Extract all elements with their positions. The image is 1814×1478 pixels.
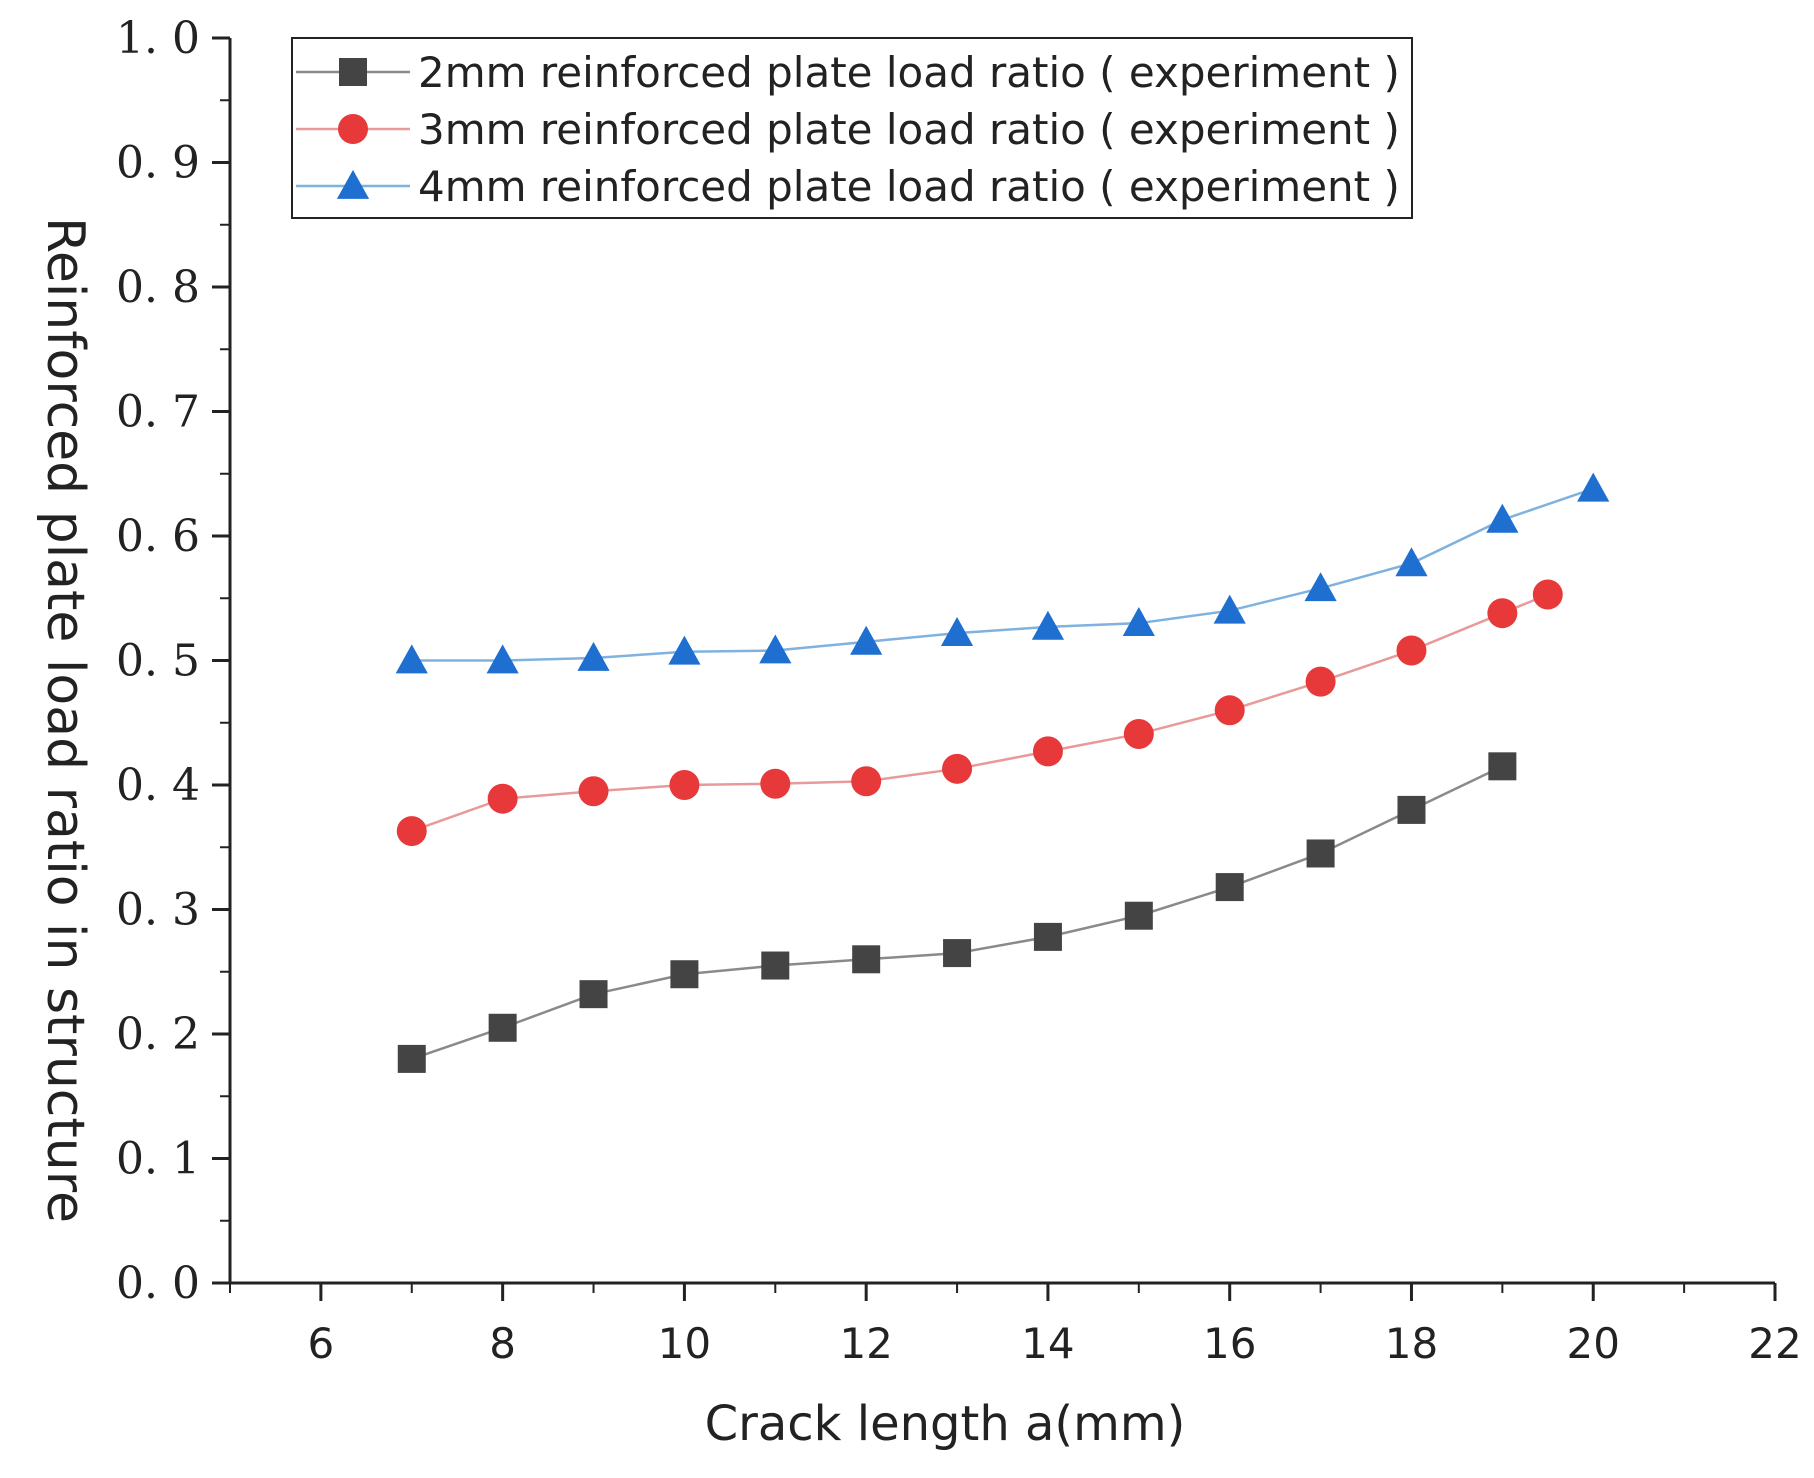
x-tick-label: 8 [489, 1319, 516, 1368]
data-point [1397, 795, 1426, 824]
legend-marker [336, 169, 370, 199]
x-tick-label: 16 [1203, 1319, 1256, 1368]
y-tick-label: 0. 2 [116, 1009, 200, 1060]
data-point [397, 1044, 426, 1073]
legend: 2mm reinforced plate load ratio ( experi… [291, 37, 1413, 219]
legend-marker [338, 114, 368, 144]
y-tick-label: 0. 3 [116, 885, 200, 936]
data-point [1213, 594, 1246, 624]
data-point [760, 768, 791, 799]
y-tick-label: 0. 7 [116, 387, 200, 438]
legend-item-3: 4mm reinforced plate load ratio ( experi… [296, 162, 1400, 211]
x-tick-label: 20 [1567, 1319, 1620, 1368]
data-point [1487, 598, 1518, 629]
data-point [1122, 607, 1155, 637]
data-point [1395, 547, 1428, 577]
data-point [1532, 579, 1563, 610]
data-point [578, 776, 609, 807]
x-tick-label: 10 [658, 1319, 711, 1368]
data-point [943, 939, 972, 968]
y-axis-title: Reinforced plate load ratio in structure [35, 217, 95, 1223]
data-point [1033, 922, 1062, 951]
x-axis-ticks: 6 8 10 12 14 16 18 20 22 [229, 1283, 1802, 1368]
data-point [1214, 695, 1245, 726]
data-point [1577, 472, 1610, 502]
data-point [395, 644, 428, 674]
data-point [1305, 666, 1336, 697]
series-layer [395, 472, 1610, 1073]
x-tick-label: 6 [308, 1319, 335, 1368]
y-axis-ticks: 0. 0 0. 1 0. 2 0. 3 0. 4 0. 5 0. 6 0. 7 0. 8 0. 9… [116, 13, 230, 1309]
data-point [942, 753, 973, 784]
y-tick-label: 0. 6 [116, 511, 200, 562]
data-point [1123, 718, 1154, 749]
data-point [1304, 572, 1337, 602]
x-tick-label: 12 [839, 1319, 892, 1368]
y-tick-label: 1. 0 [116, 13, 200, 64]
legend-item-2: 3mm reinforced plate load ratio ( experi… [296, 105, 1400, 154]
data-point [1488, 752, 1517, 781]
data-point [669, 770, 700, 800]
data-point [850, 625, 883, 655]
data-point [1124, 901, 1153, 930]
data-point [577, 641, 610, 671]
series-3 [395, 472, 1610, 674]
legend-label: 2mm reinforced plate load ratio ( experi… [418, 48, 1400, 97]
data-point [488, 1013, 517, 1042]
y-tick-label: 0. 0 [116, 1258, 200, 1309]
data-point [396, 816, 427, 847]
series-line [411, 765, 1503, 1061]
y-tick-label: 0. 9 [116, 138, 200, 189]
series-2 [396, 579, 1563, 847]
data-point [851, 766, 882, 797]
x-tick-label: 14 [1021, 1319, 1074, 1368]
legend-label: 3mm reinforced plate load ratio ( experi… [418, 105, 1400, 154]
data-point [761, 951, 790, 980]
legend-box [291, 37, 1413, 219]
data-point [1032, 736, 1063, 767]
legend-marker [339, 58, 367, 86]
data-point [486, 644, 519, 674]
data-point [670, 960, 699, 989]
data-point [487, 783, 518, 814]
y-tick-label: 0. 1 [116, 1134, 200, 1185]
x-tick-label: 22 [1748, 1319, 1801, 1368]
y-tick-label: 0. 5 [116, 636, 200, 687]
data-point [1031, 610, 1065, 640]
data-point [759, 634, 792, 664]
data-point [1486, 503, 1519, 533]
series-line [411, 593, 1549, 833]
data-point [579, 980, 608, 1009]
data-point [1215, 873, 1244, 902]
data-point [1396, 635, 1427, 666]
x-axis-title: Crack length a(mm) [705, 1396, 1186, 1452]
legend-item-1: 2mm reinforced plate load ratio ( experi… [296, 48, 1400, 97]
y-tick-label: 0. 8 [116, 262, 200, 313]
series-line [411, 487, 1594, 662]
legend-label: 4mm reinforced plate load ratio ( experi… [418, 162, 1400, 211]
data-point [852, 945, 881, 974]
y-tick-label: 0. 4 [116, 760, 200, 811]
data-point [1306, 839, 1335, 868]
data-point [668, 635, 701, 665]
data-point [940, 617, 974, 646]
x-tick-label: 18 [1385, 1319, 1438, 1368]
series-1 [397, 752, 1517, 1073]
